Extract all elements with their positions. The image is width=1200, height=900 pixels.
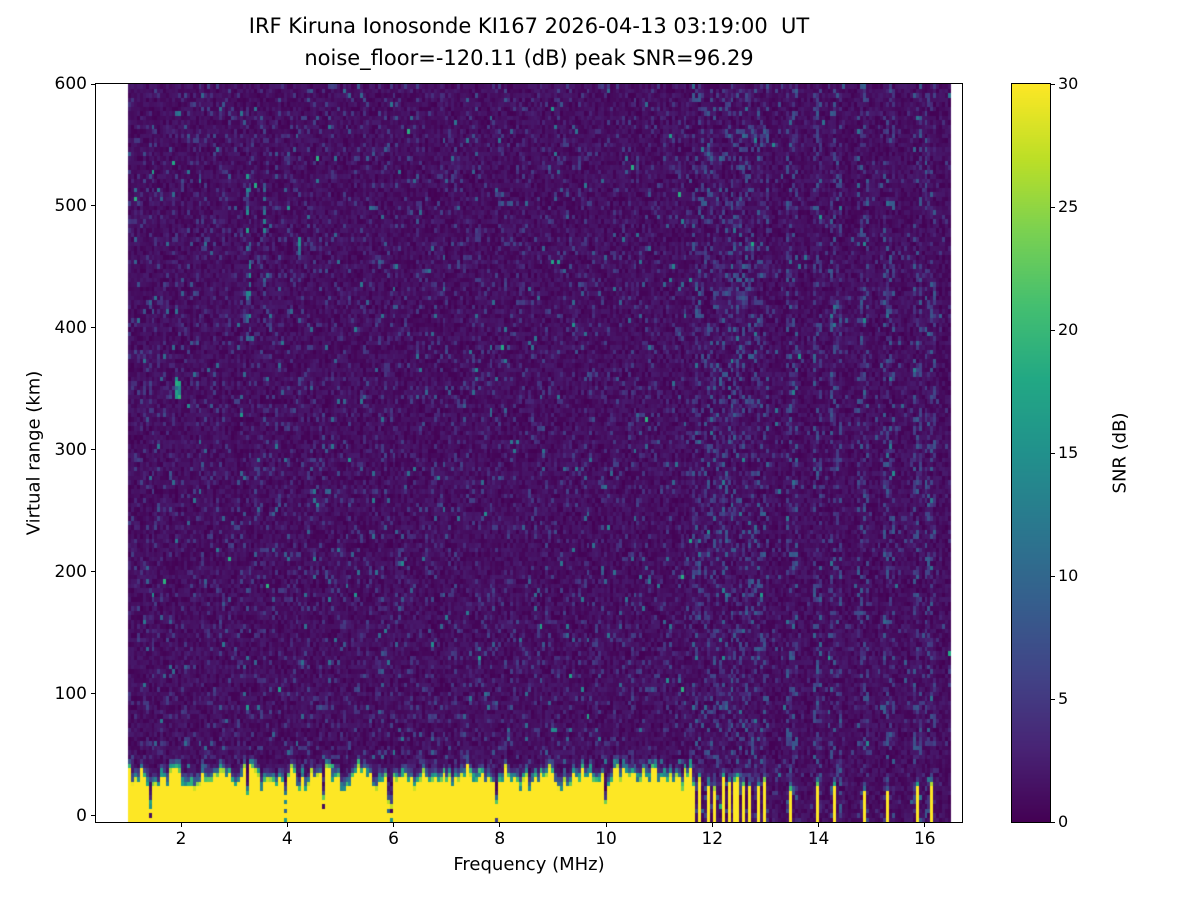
x-tick-mark <box>711 823 713 827</box>
x-tick-label: 6 <box>388 829 399 849</box>
colorbar-tick-mark <box>1051 575 1055 577</box>
colorbar-tick-label: 0 <box>1058 812 1069 831</box>
x-tick-label: 8 <box>494 829 506 849</box>
x-tick-label: 10 <box>595 829 617 849</box>
colorbar-tick-label: 30 <box>1058 74 1079 93</box>
colorbar-tick-label: 15 <box>1058 443 1079 462</box>
x-axis-label: Frequency (MHz) <box>453 854 605 875</box>
y-tick-mark <box>91 327 95 329</box>
ionogram-heatmap-canvas <box>96 84 962 822</box>
x-tick-label: 2 <box>175 829 187 849</box>
colorbar-tick-mark <box>1051 83 1055 85</box>
colorbar-tick-label: 5 <box>1058 689 1069 708</box>
y-tick-mark <box>91 83 95 85</box>
colorbar-tick-label: 20 <box>1058 320 1079 339</box>
x-tick-mark <box>286 823 288 827</box>
y-tick-mark <box>91 205 95 207</box>
x-tick-mark <box>605 823 607 827</box>
y-tick-mark <box>91 571 95 573</box>
y-tick-mark <box>91 815 95 817</box>
colorbar-label: SNR (dB) <box>1109 412 1131 494</box>
colorbar-tick-label: 10 <box>1058 566 1079 585</box>
y-tick-label: 200 <box>54 561 87 582</box>
colorbar <box>1011 83 1051 823</box>
colorbar-tick-label: 25 <box>1058 197 1079 216</box>
x-tick-mark <box>818 823 820 827</box>
x-tick-label: 4 <box>281 829 293 849</box>
plot-title: IRF Kiruna Ionosonde KI167 2026-04-13 03… <box>248 14 810 38</box>
y-tick-label: 600 <box>54 74 87 94</box>
x-tick-label: 12 <box>701 829 724 849</box>
y-tick-label: 0 <box>76 805 87 826</box>
plot-subtitle: noise_floor=-120.11 (dB) peak SNR=96.29 <box>304 46 754 70</box>
x-tick-label: 16 <box>913 829 936 849</box>
y-tick-mark <box>91 449 95 451</box>
x-tick-mark <box>180 823 182 827</box>
y-tick-label: 400 <box>54 317 87 338</box>
x-tick-mark <box>924 823 926 827</box>
x-tick-mark <box>499 823 501 827</box>
y-tick-label: 100 <box>54 683 87 704</box>
colorbar-tick-mark <box>1051 206 1055 208</box>
x-tick-label: 14 <box>807 829 830 849</box>
x-tick-mark <box>393 823 395 827</box>
colorbar-tick-mark <box>1051 329 1055 331</box>
y-tick-mark <box>91 693 95 695</box>
colorbar-tick-mark <box>1051 452 1055 454</box>
plot-axes <box>95 83 963 823</box>
colorbar-tick-mark <box>1051 821 1055 823</box>
colorbar-gradient-canvas <box>1012 84 1050 822</box>
colorbar-tick-mark <box>1051 698 1055 700</box>
y-tick-label: 300 <box>54 439 87 460</box>
y-tick-label: 500 <box>54 195 87 216</box>
